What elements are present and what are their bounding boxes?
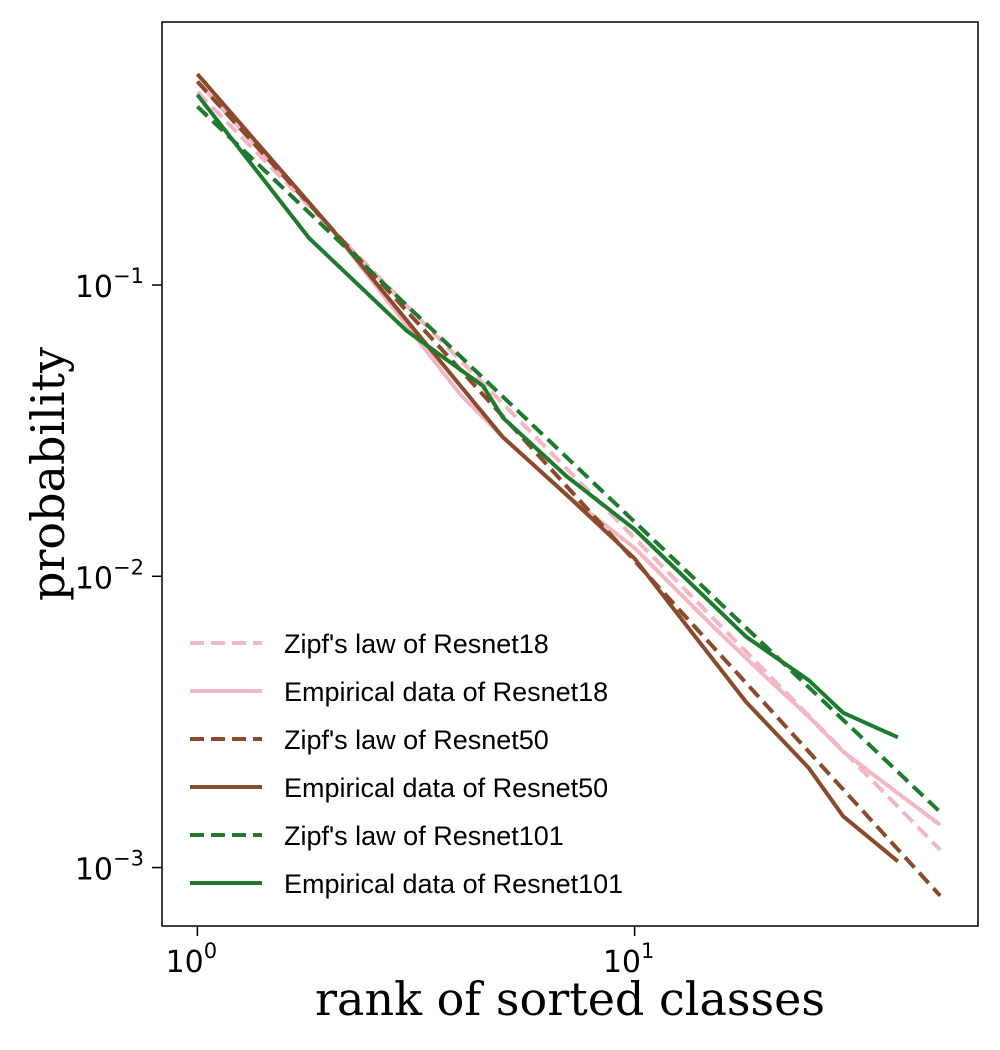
series-line-6 (195, 93, 899, 740)
y-tick-label-2: 10−2 (75, 555, 144, 596)
series-line-5 (196, 105, 942, 814)
series-line-4 (195, 72, 900, 863)
series-line-2 (195, 80, 942, 827)
y-tick-label-1: 10−1 (75, 264, 144, 305)
legend-label-5: Zipf's law of Resnet101 (284, 821, 564, 851)
y-axis-title: probability (21, 347, 75, 601)
legend-label-6: Empirical data of Resnet101 (284, 869, 623, 899)
y-tick-label-3: 10−3 (75, 847, 144, 888)
x-axis-title: rank of sorted classes (315, 972, 825, 1026)
legend-label-2: Empirical data of Resnet18 (284, 677, 608, 707)
x-tick-label-1: 100 (166, 939, 218, 980)
legend-label-3: Zipf's law of Resnet50 (284, 725, 549, 755)
series-layer (195, 72, 942, 898)
x-tick-label-2: 101 (603, 939, 655, 980)
legend-label-4: Empirical data of Resnet50 (284, 773, 608, 803)
legend: Zipf's law of Resnet18 Empirical data of … (190, 629, 623, 899)
legend-label-1: Zipf's law of Resnet18 (284, 629, 549, 659)
series-line-3 (195, 80, 942, 898)
ticks-layer: 100 101 10−1 10−2 10−3 (75, 264, 655, 980)
